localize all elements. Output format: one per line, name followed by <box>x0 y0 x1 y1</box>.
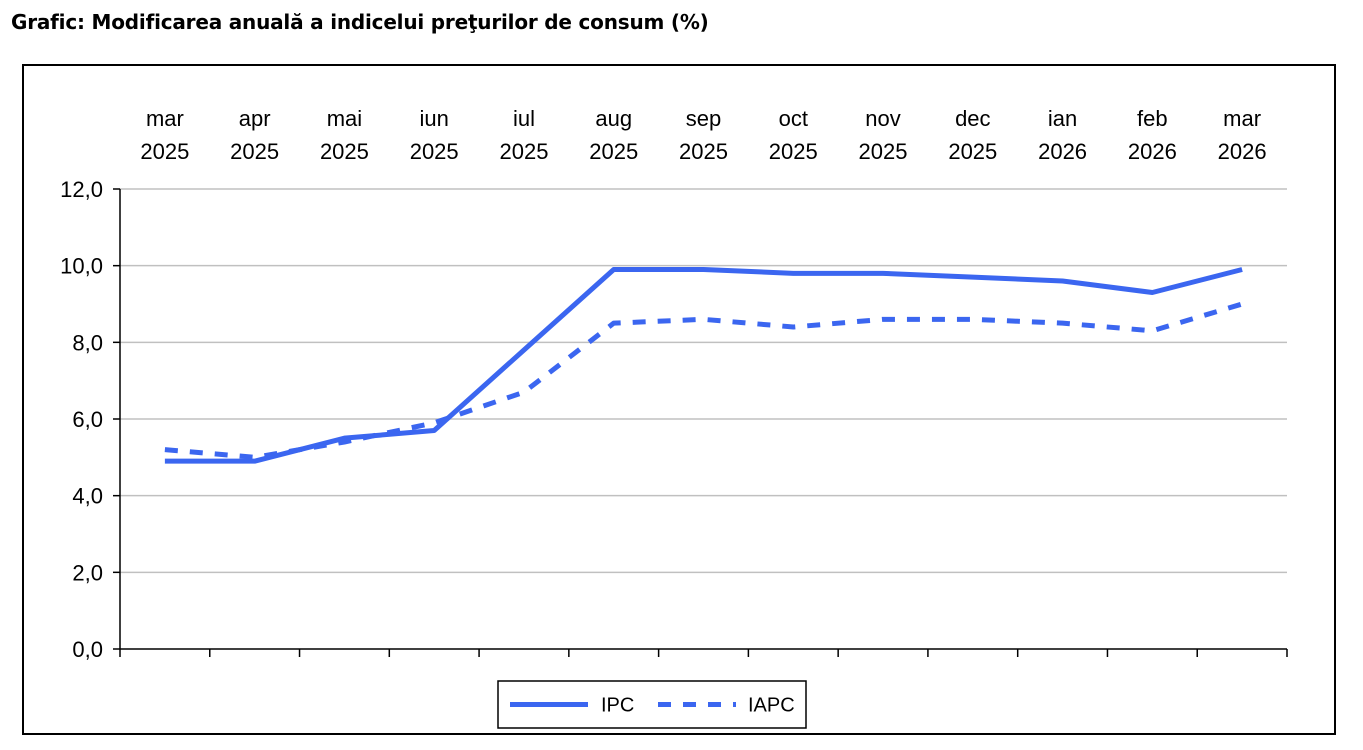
x-tick-label: apr 2025 <box>230 106 279 164</box>
y-tick-label: 0,0 <box>72 637 103 662</box>
legend-label-ipc: IPC <box>601 695 634 717</box>
x-tick-label: mai 2025 <box>320 106 369 164</box>
x-tick-label: iun 2025 <box>410 106 459 164</box>
x-tick-label: dec 2025 <box>948 106 997 164</box>
y-tick-label: 4,0 <box>72 484 103 509</box>
gridlines <box>120 188 1287 574</box>
x-tick-label: ian 2026 <box>1038 106 1087 164</box>
legend-label-iapc: IAPC <box>748 695 795 717</box>
chart-title: Grafic: Modificarea anuală a indicelui p… <box>11 10 709 34</box>
x-tick-label: nov 2025 <box>859 106 908 164</box>
x-tick-label: mar 2025 <box>140 106 189 164</box>
legend: IPC IAPC <box>497 680 807 729</box>
x-tick-label: feb 2026 <box>1128 106 1177 164</box>
y-tick-label: 6,0 <box>72 407 103 432</box>
y-tick-label: 2,0 <box>72 560 103 585</box>
x-tick-label: oct 2025 <box>769 106 818 164</box>
x-tick-label: iul 2025 <box>499 106 548 164</box>
x-tick-label: aug 2025 <box>589 106 638 164</box>
axes: 0,0 2,0 4,0 6,0 8,0 10,0 12,0 mar 2025 apr 2025 mai… <box>60 106 1288 662</box>
y-tick-label: 8,0 <box>72 330 103 355</box>
chart-frame <box>22 64 1336 735</box>
series-line-iapc <box>164 301 1243 460</box>
series-lines <box>164 267 1243 464</box>
y-tick-label: 12,0 <box>60 177 103 202</box>
y-tick-label: 10,0 <box>60 254 103 279</box>
series-line-ipc <box>164 267 1243 464</box>
x-tick-label: mar 2026 <box>1218 106 1267 164</box>
x-tick-label: sep 2025 <box>679 106 728 164</box>
